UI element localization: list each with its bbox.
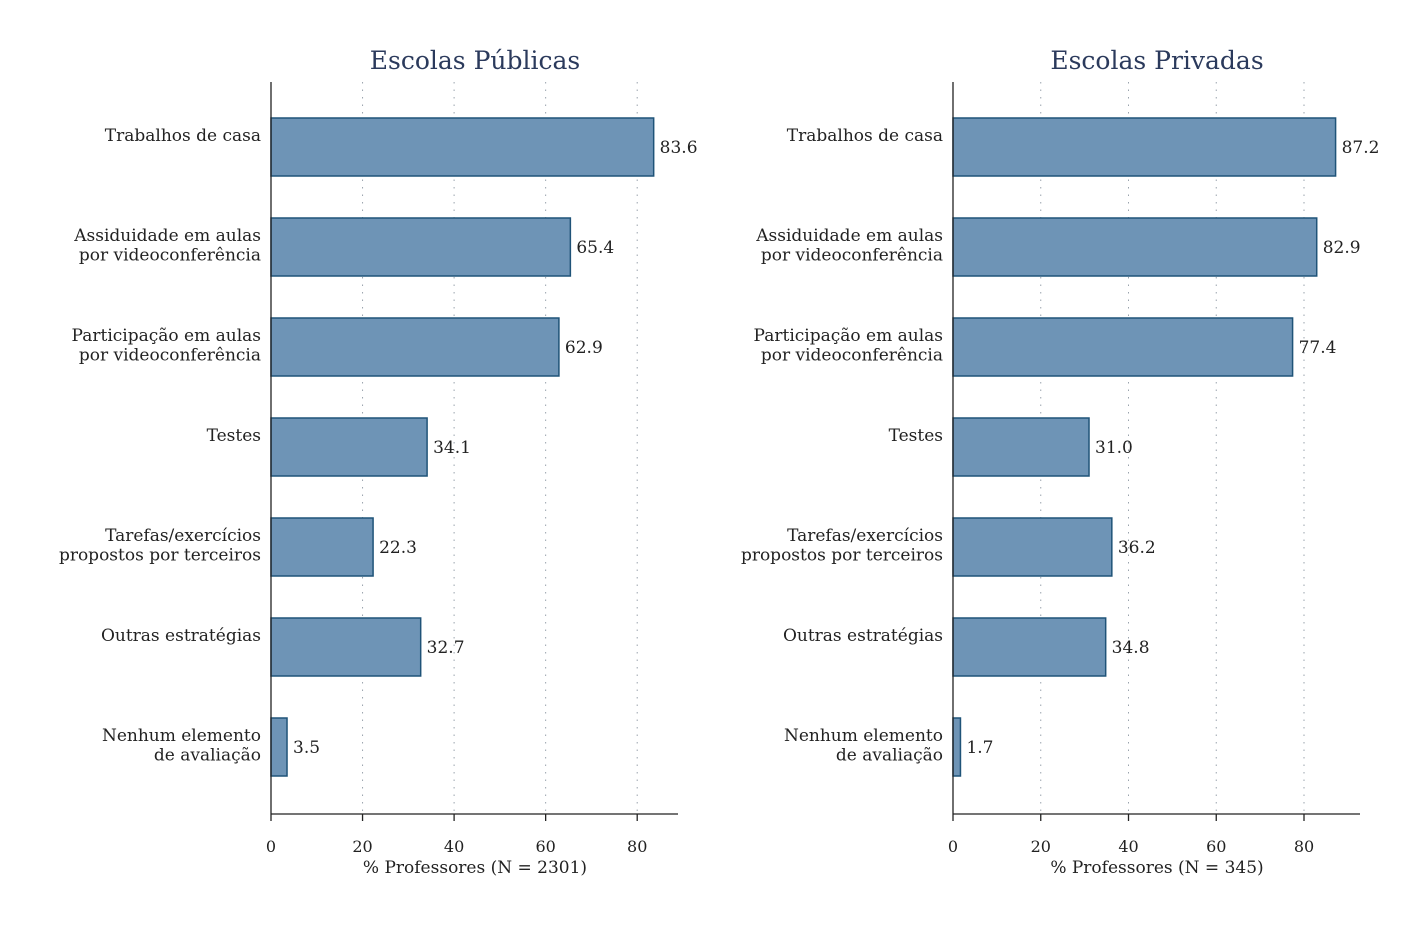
x-tick-label: 20 (352, 837, 372, 856)
data-label: 34.1 (433, 438, 471, 458)
chart-panel-publicas: Escolas Públicas 83.6 Trabalhos de casa 65.… (59, 46, 698, 878)
data-label: 3.5 (293, 738, 320, 758)
bar (952, 217, 1318, 277)
data-label: 32.7 (427, 638, 465, 658)
x-axis-label: % Professores (N = 2301) (363, 858, 587, 878)
category-label: por videoconferência (79, 246, 261, 266)
category-label: por videoconferência (79, 346, 261, 366)
data-label: 62.9 (565, 338, 603, 358)
data-label: 1.7 (966, 738, 993, 758)
bar (270, 517, 374, 577)
category-label: por videoconferência (761, 346, 943, 366)
data-label: 77.4 (1299, 338, 1337, 358)
data-label: 22.3 (379, 538, 417, 558)
bar (952, 317, 1294, 377)
x-tick-label: 80 (1294, 837, 1314, 856)
x-tick-label: 60 (1206, 837, 1226, 856)
chart-title: Escolas Privadas (1050, 46, 1263, 75)
category-label: Outras estratégias (101, 626, 261, 646)
category-label: de avaliação (154, 746, 261, 766)
bar (270, 617, 422, 677)
category-label: de avaliação (836, 746, 943, 766)
bar (270, 217, 572, 277)
category-label: Tarefas/exercícios (787, 526, 943, 546)
bar (952, 117, 1337, 177)
data-label: 82.9 (1323, 238, 1361, 258)
data-label: 83.6 (660, 138, 698, 158)
data-label: 31.0 (1095, 438, 1133, 458)
x-tick-label: 40 (1118, 837, 1138, 856)
data-label: 34.8 (1112, 638, 1150, 658)
bar (270, 317, 560, 377)
category-label: propostos por terceiros (59, 546, 261, 566)
x-axis-label: % Professores (N = 345) (1050, 858, 1263, 878)
category-label: propostos por terceiros (741, 546, 943, 566)
category-label: Nenhum elemento (784, 726, 943, 746)
bar (270, 117, 655, 177)
category-label: Participação em aulas (72, 326, 261, 346)
bar (952, 617, 1107, 677)
category-label: Testes (889, 426, 943, 446)
category-label: por videoconferência (761, 246, 943, 266)
category-label: Outras estratégias (783, 626, 943, 646)
category-label: Assiduidade em aulas (755, 226, 943, 246)
bar (270, 417, 428, 477)
x-tick-label: 60 (535, 837, 555, 856)
data-label: 87.2 (1342, 138, 1380, 158)
chart-title: Escolas Públicas (370, 46, 580, 75)
category-label: Nenhum elemento (102, 726, 261, 746)
bar (952, 517, 1113, 577)
chart-panel-privadas: Escolas Privadas 87.2 Trabalhos de casa 82.… (741, 46, 1380, 878)
data-label: 36.2 (1118, 538, 1156, 558)
category-label: Tarefas/exercícios (105, 526, 261, 546)
x-tick-label: 20 (1031, 837, 1051, 856)
x-tick-label: 0 (948, 837, 958, 856)
category-label: Trabalhos de casa (105, 126, 261, 146)
x-tick-label: 0 (266, 837, 276, 856)
x-tick-label: 80 (627, 837, 647, 856)
data-label: 65.4 (576, 238, 614, 258)
bar (270, 717, 288, 777)
x-tick-label: 40 (444, 837, 464, 856)
category-label: Trabalhos de casa (787, 126, 943, 146)
category-label: Testes (207, 426, 261, 446)
category-label: Assiduidade em aulas (73, 226, 261, 246)
bar (952, 417, 1090, 477)
category-label: Participação em aulas (754, 326, 943, 346)
bar (952, 717, 962, 777)
